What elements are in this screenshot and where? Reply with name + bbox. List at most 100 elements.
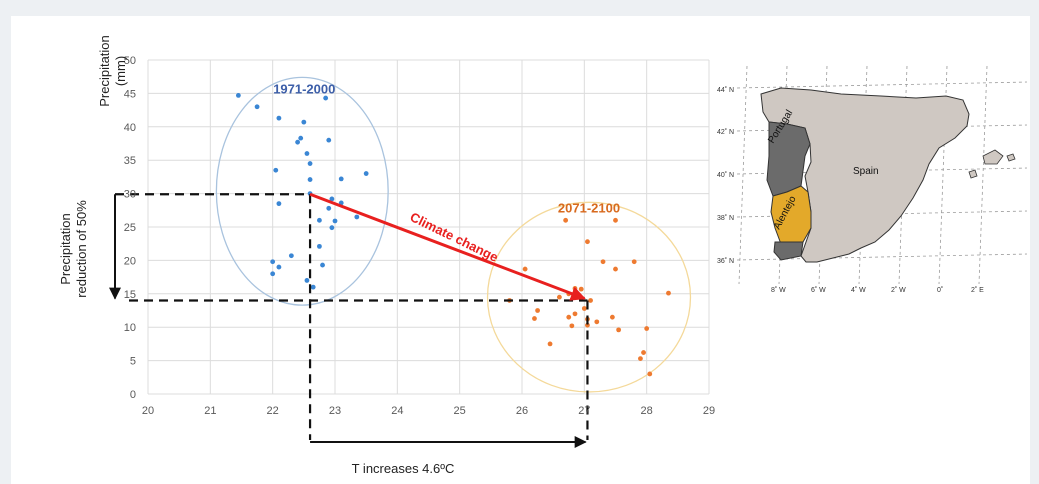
- lon-label-8w: 8˚ W: [771, 286, 786, 294]
- data-point-2071-2100: [581, 306, 587, 311]
- lat-label-40: 40˚ N: [717, 171, 734, 179]
- data-point-2071-2100: [616, 327, 622, 333]
- data-point-2071-2100: [566, 314, 572, 320]
- y-tick-label: 25: [124, 222, 136, 234]
- data-point-1971-2000: [276, 264, 282, 270]
- data-point-1971-2000: [298, 135, 304, 141]
- data-point-1971-2000: [307, 161, 313, 166]
- data-point-1971-2000: [317, 243, 322, 249]
- y-tick-label: 5: [130, 356, 136, 368]
- y-tick-label: 50: [124, 55, 136, 67]
- data-point-1971-2000: [270, 259, 276, 265]
- x-tick-label: 24: [391, 405, 403, 417]
- data-point-1971-2000: [307, 177, 313, 182]
- data-point-2071-2100: [557, 294, 562, 300]
- x-tick-label: 20: [142, 405, 154, 417]
- data-point-1971-2000: [354, 214, 360, 220]
- precip-reduction-line2: reduction of 50%: [74, 200, 89, 298]
- algarve-region: [773, 241, 804, 261]
- figure-svg: 20 21 22 23 24 25 26 27 28 29 0 5 10 15 20 25 30 35 40 45 50…: [58, 35, 1028, 476]
- data-point-2071-2100: [600, 259, 606, 265]
- data-point-1971-2000: [326, 205, 332, 211]
- data-point-2071-2100: [641, 350, 646, 355]
- y-tick-label: 10: [124, 322, 136, 334]
- x-tick-label: 21: [204, 405, 216, 417]
- data-point-2071-2100: [631, 259, 637, 265]
- y-tick-label: 0: [130, 389, 136, 401]
- balearic-island-large: [982, 149, 1004, 165]
- y-tick-label: 15: [124, 289, 136, 301]
- series-ellipses: [215, 76, 692, 393]
- data-point-1971-2000: [270, 271, 276, 277]
- y-tick-label: 35: [124, 155, 136, 167]
- y-axis-label-line2: (mm): [113, 56, 128, 86]
- data-point-2071-2100: [647, 371, 653, 377]
- map-meridian: [738, 65, 748, 285]
- data-points: [235, 93, 671, 377]
- x-tick-label: 27: [578, 405, 590, 417]
- y-tick-label: 40: [124, 122, 136, 134]
- data-point-1971-2000: [329, 196, 335, 202]
- data-point-1971-2000: [276, 115, 282, 121]
- lat-label-44: 44˚ N: [717, 86, 734, 94]
- lat-label-42: 42˚ N: [717, 128, 734, 136]
- data-point-2071-2100: [666, 290, 671, 296]
- ellipse-1971-2000: [215, 76, 389, 306]
- data-point-2071-2100: [594, 319, 600, 325]
- y-tick-label: 20: [124, 255, 136, 267]
- data-point-2071-2100: [522, 266, 528, 272]
- x-tick-label: 28: [641, 405, 653, 417]
- map-parallel: [736, 81, 1028, 89]
- data-point-1971-2000: [363, 171, 369, 176]
- data-point-1971-2000: [304, 278, 310, 283]
- data-point-1971-2000: [288, 253, 294, 259]
- ellipse-2071-2100: [486, 201, 692, 393]
- figure-card: 20 21 22 23 24 25 26 27 28 29 0 5 10 15 20 25 30 35 40 45 50…: [11, 16, 1030, 484]
- series-label-2071-2100: 2071-2100: [558, 200, 620, 215]
- lon-label-0: 0˚: [937, 286, 943, 294]
- alentejo-region: [770, 185, 812, 245]
- data-point-1971-2000: [304, 151, 310, 156]
- data-point-1971-2000: [235, 93, 241, 98]
- data-point-2071-2100: [638, 356, 643, 361]
- map-meridian: [978, 65, 988, 285]
- balearic-island-small: [968, 169, 978, 179]
- lon-label-6w: 6˚ W: [811, 286, 826, 294]
- data-point-2071-2100: [585, 322, 590, 328]
- y-tick-label: 45: [124, 88, 136, 100]
- data-point-2071-2100: [585, 239, 590, 245]
- data-point-1971-2000: [295, 139, 300, 145]
- iberia-map: Portugal Alentejo Spain 44˚ N 42˚ N 40˚ …: [717, 61, 1028, 296]
- data-point-1971-2000: [329, 225, 335, 231]
- data-point-2071-2100: [613, 266, 618, 272]
- x-tick-label: 26: [516, 405, 528, 417]
- data-point-2071-2100: [588, 298, 593, 303]
- balearic-island-tiny: [1006, 153, 1016, 162]
- data-point-1971-2000: [254, 104, 260, 110]
- y-axis-label-line1: Precipitation: [97, 35, 112, 107]
- data-point-2071-2100: [535, 308, 540, 313]
- data-point-2071-2100: [569, 323, 575, 329]
- data-point-1971-2000: [326, 137, 332, 143]
- x-tick-label: 23: [329, 405, 341, 417]
- data-point-2071-2100: [609, 314, 615, 320]
- data-point-1971-2000: [317, 217, 322, 223]
- data-point-2071-2100: [613, 217, 618, 223]
- data-point-2071-2100: [644, 326, 650, 331]
- x-tick-label: 22: [267, 405, 279, 417]
- data-point-1971-2000: [323, 95, 329, 101]
- data-point-1971-2000: [310, 284, 316, 290]
- tick-labels: 20 21 22 23 24 25 26 27 28 29 0 5 10 15 20 25 30 35 40 45 50: [124, 55, 715, 417]
- lat-label-38: 38˚ N: [717, 214, 734, 222]
- x-tick-label: 29: [703, 405, 715, 417]
- data-point-1971-2000: [332, 218, 338, 224]
- data-point-2071-2100: [572, 311, 578, 317]
- data-point-2071-2100: [563, 217, 569, 223]
- lon-label-2w: 2˚ W: [891, 286, 906, 294]
- data-point-1971-2000: [276, 201, 282, 207]
- data-point-1971-2000: [273, 167, 279, 173]
- data-point-1971-2000: [338, 176, 344, 182]
- x-tick-label: 25: [454, 405, 466, 417]
- series-label-1971-2000: 1971-2000: [273, 81, 335, 96]
- data-point-2071-2100: [578, 286, 584, 292]
